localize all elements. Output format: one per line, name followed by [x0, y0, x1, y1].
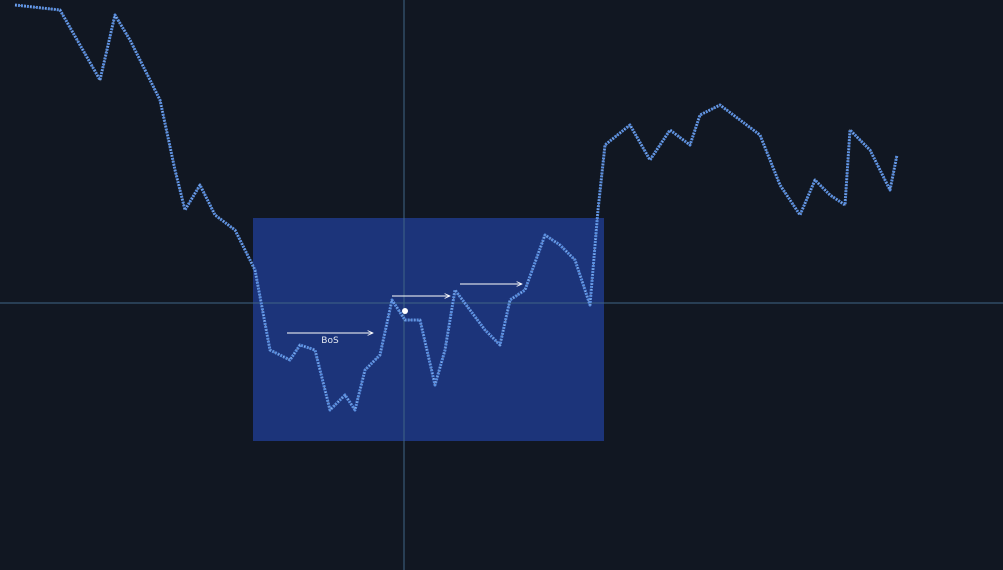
- price-series: [14, 3, 899, 412]
- bos-label: BoS: [321, 336, 339, 346]
- cursor: [402, 308, 408, 314]
- highlight-zone: [253, 218, 604, 441]
